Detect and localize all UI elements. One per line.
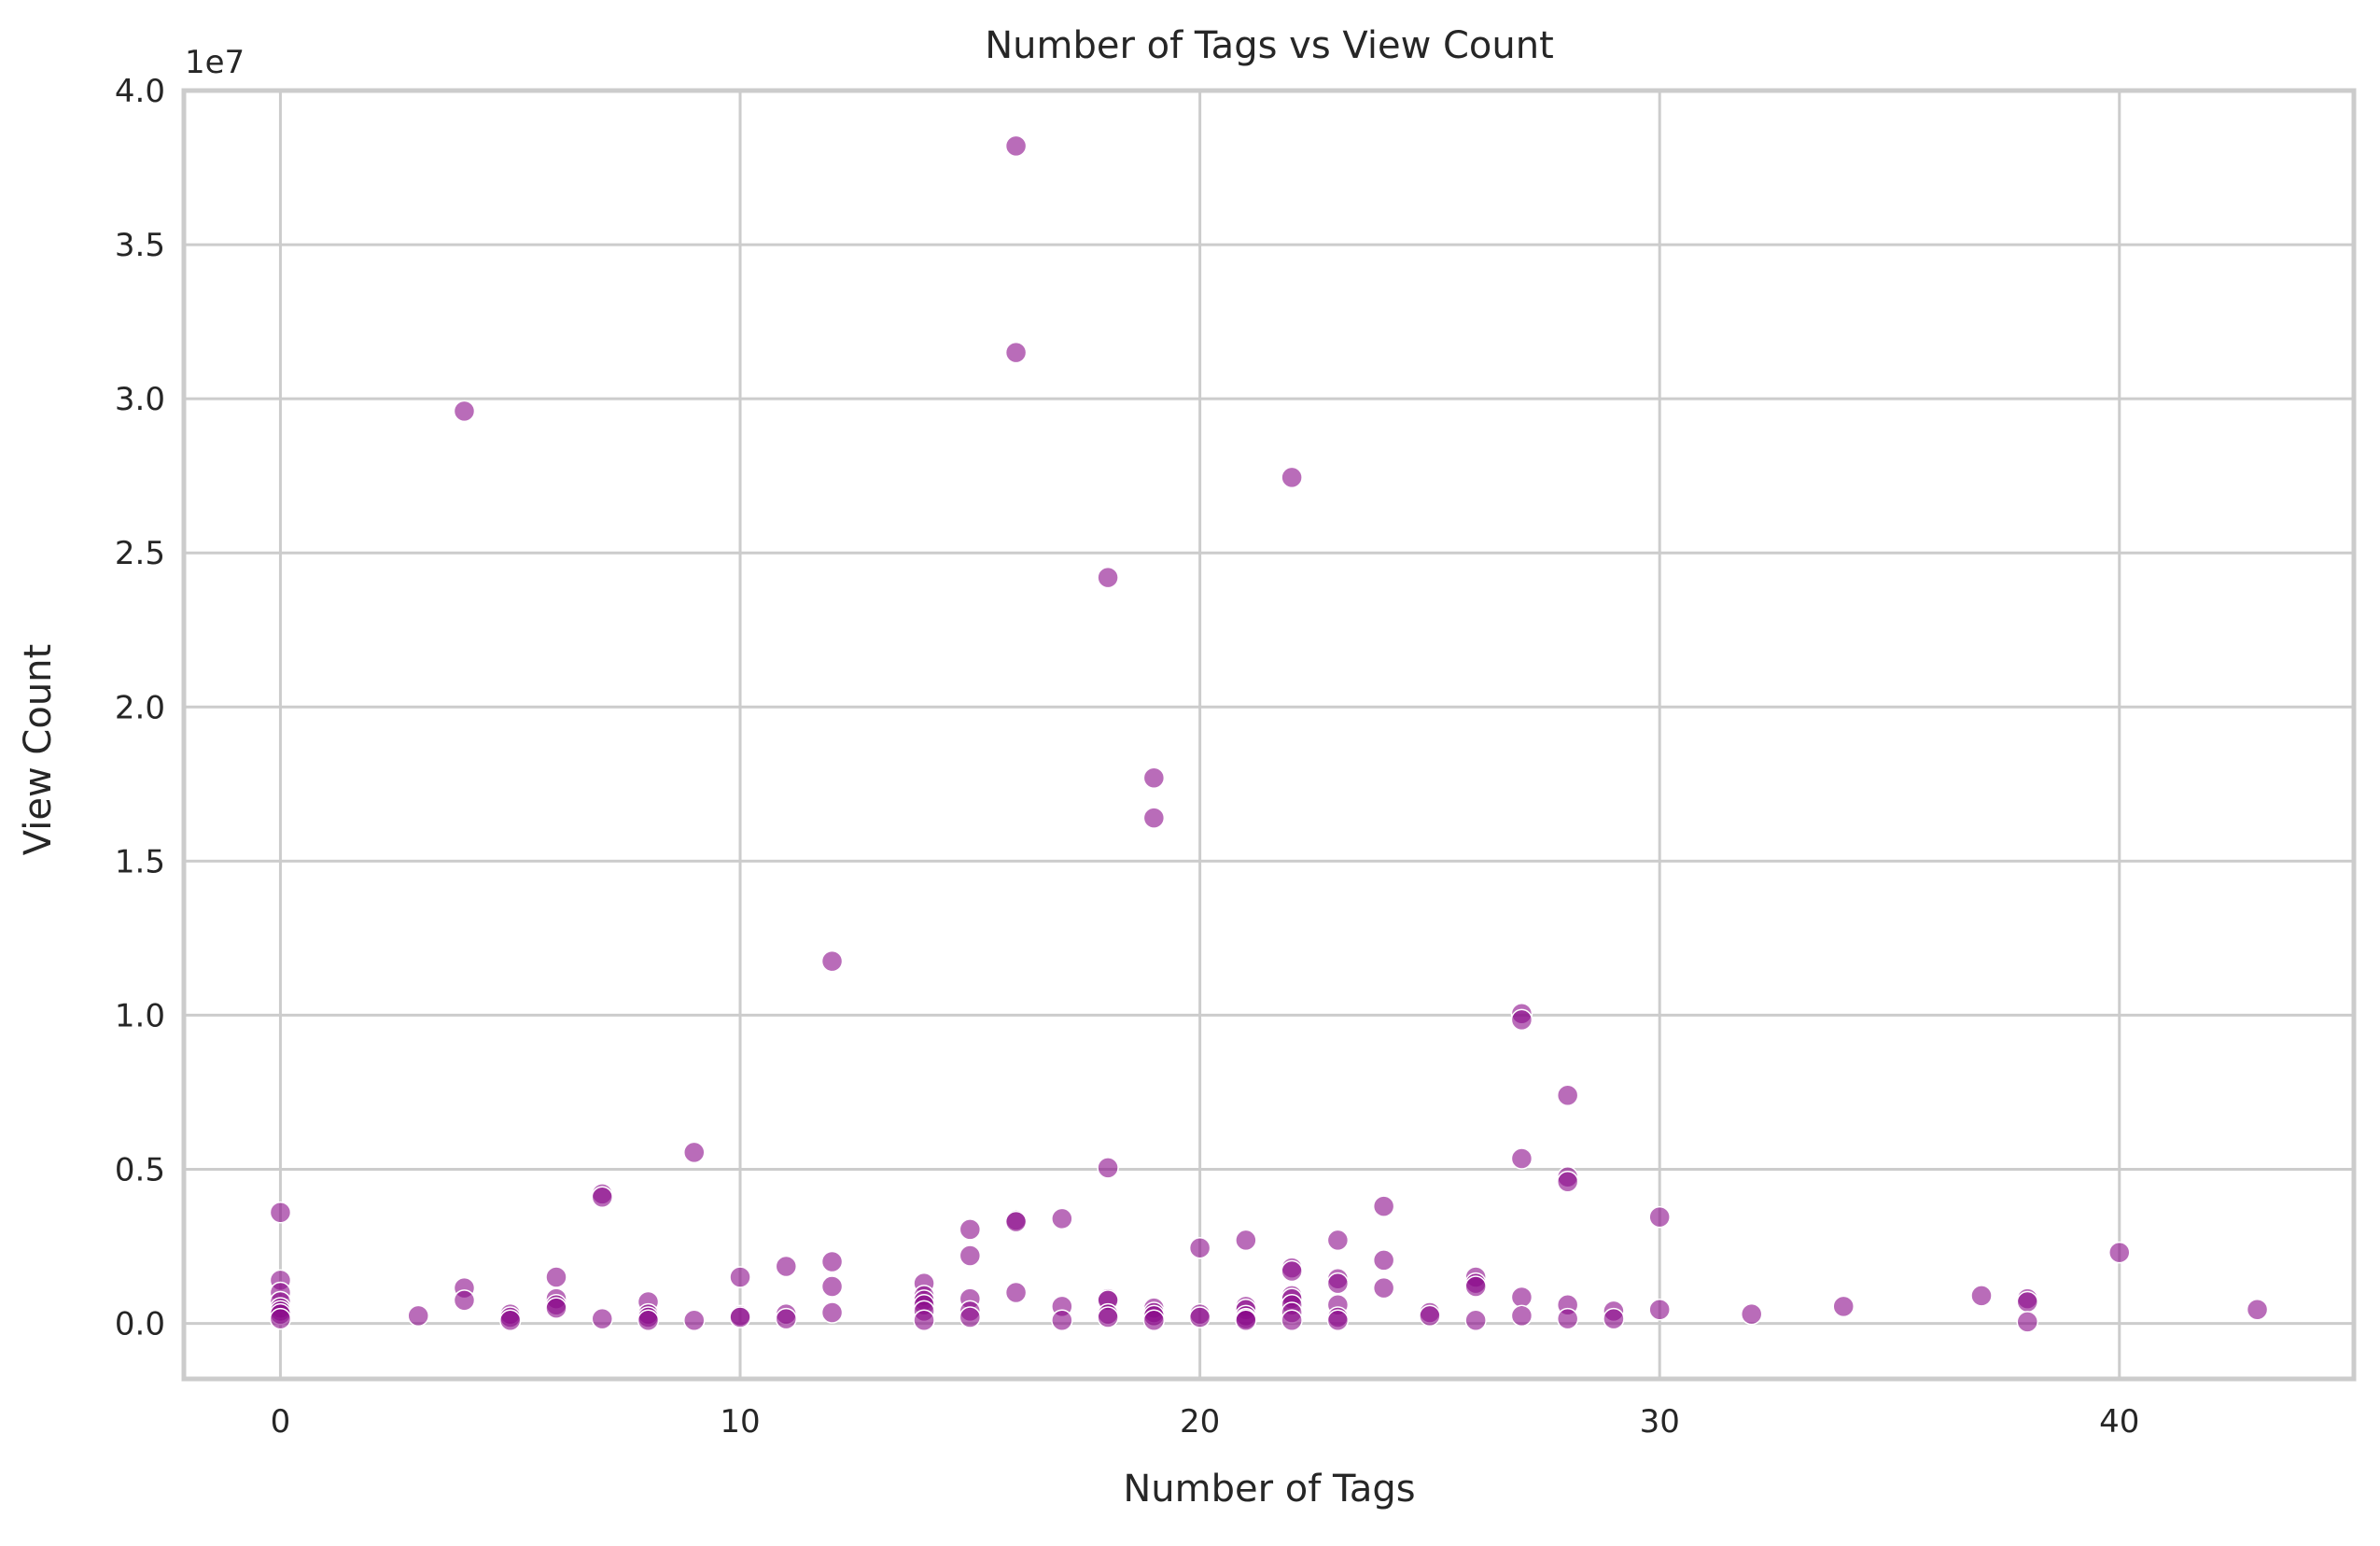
y-tick-label: 3.5 bbox=[115, 227, 165, 264]
data-point bbox=[453, 400, 476, 423]
data-point bbox=[913, 1309, 935, 1332]
y-tick-label: 0.5 bbox=[115, 1152, 165, 1189]
data-point bbox=[1419, 1304, 1441, 1328]
data-point bbox=[1188, 1236, 1211, 1259]
data-point bbox=[1004, 134, 1028, 158]
data-point bbox=[1326, 1272, 1350, 1295]
y-tick-label: 3.0 bbox=[115, 381, 165, 418]
y-tick-label: 1.0 bbox=[115, 997, 165, 1034]
data-point bbox=[545, 1266, 567, 1288]
data-point bbox=[1004, 1281, 1028, 1304]
plot-frame bbox=[181, 88, 2357, 1382]
data-point bbox=[1281, 1309, 1303, 1332]
data-point bbox=[820, 1301, 844, 1324]
data-point bbox=[1326, 1309, 1350, 1332]
data-point bbox=[1188, 1306, 1211, 1328]
data-point bbox=[591, 1307, 614, 1330]
data-point bbox=[820, 949, 844, 973]
data-point bbox=[498, 1309, 522, 1332]
y-tick-label: 4.0 bbox=[115, 73, 165, 110]
chart-title: Number of Tags vs View Count bbox=[985, 24, 1554, 67]
data-point bbox=[1326, 1229, 1350, 1252]
data-point bbox=[1556, 1084, 1579, 1107]
data-point bbox=[729, 1306, 751, 1328]
data-point bbox=[1464, 1275, 1487, 1298]
data-point bbox=[1510, 1008, 1533, 1032]
data-point bbox=[453, 1289, 476, 1312]
data-point bbox=[775, 1255, 798, 1278]
data-point bbox=[1372, 1195, 1395, 1217]
data-point bbox=[1097, 1157, 1119, 1179]
data-point bbox=[1740, 1302, 1763, 1326]
x-axis-label: Number of Tags bbox=[1123, 1468, 1415, 1511]
y-tick-labels: 0.0 0.5 1.0 1.5 2.0 2.5 3.0 3.5 4.0 bbox=[115, 73, 165, 1343]
data-point bbox=[269, 1201, 292, 1224]
data-point bbox=[637, 1309, 660, 1332]
data-point bbox=[2016, 1290, 2039, 1314]
data-point bbox=[1832, 1295, 1855, 1318]
y-axis-label: View Count bbox=[17, 644, 60, 855]
data-point bbox=[1970, 1285, 1993, 1307]
data-point bbox=[2108, 1241, 2131, 1264]
data-point bbox=[959, 1306, 982, 1328]
data-point bbox=[1097, 566, 1119, 589]
data-point bbox=[407, 1304, 429, 1328]
data-point bbox=[1648, 1205, 1671, 1229]
data-point bbox=[775, 1307, 798, 1330]
data-point bbox=[1142, 807, 1166, 829]
data-point bbox=[1648, 1298, 1671, 1321]
grid-lines bbox=[184, 89, 2354, 1379]
data-point bbox=[683, 1141, 706, 1164]
data-point bbox=[1142, 1309, 1166, 1332]
data-point bbox=[959, 1218, 982, 1241]
data-point bbox=[1235, 1229, 1257, 1252]
data-point bbox=[1510, 1304, 1533, 1328]
data-point bbox=[1372, 1249, 1395, 1272]
data-point bbox=[1603, 1307, 1625, 1330]
data-point bbox=[1235, 1309, 1257, 1332]
x-tick-labels: 0 10 20 30 40 bbox=[271, 1403, 2140, 1441]
x-tick-label: 30 bbox=[1640, 1403, 1680, 1441]
data-point bbox=[820, 1250, 844, 1273]
data-point bbox=[1281, 466, 1303, 489]
data-point bbox=[1051, 1309, 1073, 1332]
data-point bbox=[729, 1266, 751, 1288]
y-offset-text: 1e7 bbox=[185, 44, 245, 81]
x-tick-label: 0 bbox=[271, 1403, 291, 1441]
data-point bbox=[591, 1186, 614, 1208]
data-point bbox=[2246, 1298, 2269, 1321]
data-point bbox=[1097, 1306, 1119, 1328]
data-point bbox=[1281, 1259, 1303, 1283]
x-tick-label: 20 bbox=[1180, 1403, 1220, 1441]
data-point bbox=[269, 1307, 292, 1330]
data-point bbox=[545, 1297, 567, 1319]
data-point bbox=[1004, 341, 1028, 364]
data-point bbox=[1464, 1309, 1487, 1332]
data-points bbox=[269, 134, 2269, 1333]
data-point bbox=[2016, 1311, 2039, 1333]
data-point bbox=[1051, 1207, 1073, 1230]
x-tick-label: 40 bbox=[2099, 1403, 2139, 1441]
x-tick-label: 10 bbox=[720, 1403, 760, 1441]
data-point bbox=[1510, 1286, 1533, 1309]
data-point bbox=[1510, 1147, 1533, 1170]
y-tick-label: 0.0 bbox=[115, 1306, 165, 1343]
y-tick-label: 1.5 bbox=[115, 843, 165, 880]
data-point bbox=[1556, 1307, 1579, 1330]
data-point bbox=[1142, 766, 1166, 789]
data-point bbox=[1556, 1170, 1579, 1193]
data-point bbox=[1372, 1276, 1395, 1300]
data-point bbox=[1004, 1210, 1028, 1233]
data-point bbox=[959, 1244, 982, 1267]
data-point bbox=[683, 1309, 706, 1332]
y-tick-label: 2.5 bbox=[115, 535, 165, 572]
data-point bbox=[820, 1275, 844, 1298]
y-tick-label: 2.0 bbox=[115, 689, 165, 726]
